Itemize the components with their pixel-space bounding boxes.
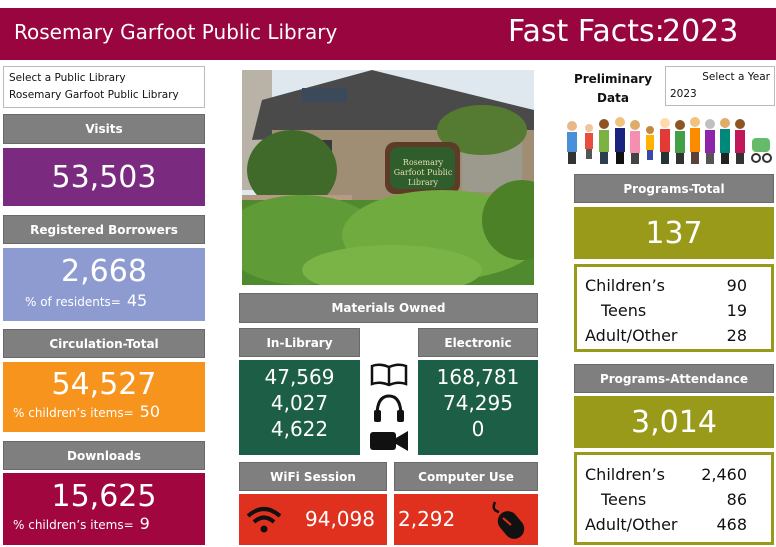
sub-label: % children’s items=	[13, 518, 134, 532]
row-value: 90	[693, 273, 771, 298]
programs-total-panel: 137	[574, 207, 774, 259]
fast-facts-label: Fast Facts:	[508, 14, 665, 49]
downloads-sub: % children’s items= 9	[13, 514, 205, 533]
people	[567, 117, 771, 164]
electronic-books: 168,781	[418, 364, 538, 390]
sub-value: 50	[140, 402, 160, 421]
row-value: 468	[693, 512, 771, 537]
electronic-video: 0	[418, 416, 538, 442]
row-label: Children’s	[585, 273, 693, 298]
visits-panel: 53,503	[3, 148, 205, 206]
sub-label: % of residents=	[25, 295, 121, 309]
programs-total-header: Programs-Total	[574, 174, 774, 203]
in-library-header: In-Library	[239, 328, 360, 357]
in-library-panel: 47,569 4,027 4,622	[239, 360, 360, 455]
filter-label: Select a Public Library	[9, 70, 199, 87]
visits-value: 53,503	[3, 160, 205, 195]
borrowers-sub: % of residents= 45	[25, 291, 205, 310]
visits-header: Visits	[3, 114, 205, 144]
header-title: Rosemary Garfoot Public Library	[14, 20, 337, 44]
row-label: Adult/Other	[585, 512, 693, 537]
sub-value: 9	[140, 514, 150, 533]
programs-total-value: 137	[574, 216, 774, 251]
sub-value: 45	[127, 291, 147, 310]
row-label: Children’s	[585, 462, 693, 487]
filter-value: Rosemary Garfoot Public Library	[9, 87, 199, 104]
dashboard: Rosemary Garfoot Public Library Fast Fac…	[0, 0, 776, 547]
programs-attendance-header: Programs-Attendance	[574, 364, 774, 393]
borrowers-header: Registered Borrowers	[3, 215, 205, 244]
photo-illustration	[242, 70, 534, 285]
row-label: Adult/Other	[585, 323, 693, 348]
programs-attendance-panel: 3,014	[574, 396, 774, 448]
library-photo: Rosemary Garfoot Public Library	[242, 70, 534, 285]
borrowers-value: 2,668	[3, 254, 205, 289]
mouse-icon	[489, 498, 535, 542]
electronic-header: Electronic	[418, 328, 538, 357]
in-library-audio: 4,027	[239, 390, 360, 416]
wifi-header: WiFi Session	[239, 462, 387, 491]
people-illustration	[562, 112, 776, 168]
row-value: 19	[698, 298, 771, 323]
circulation-value: 54,527	[3, 367, 205, 402]
wifi-panel: 94,098	[239, 494, 387, 545]
library-filter[interactable]: Select a Public Library Rosemary Garfoot…	[3, 66, 205, 108]
year-filter[interactable]: Select a Year 2023	[665, 66, 775, 106]
filter-value: 2023	[670, 86, 770, 103]
row-value: 28	[693, 323, 771, 348]
book-icon	[372, 365, 406, 385]
circulation-header: Circulation-Total	[3, 329, 205, 358]
sign-text: Rosemary Garfoot Public Library	[392, 158, 454, 188]
row-value: 86	[698, 487, 771, 512]
video-camera-icon	[370, 431, 408, 451]
downloads-header: Downloads	[3, 441, 205, 470]
filter-label: Select a Year	[670, 69, 770, 86]
row-label: Teens	[585, 298, 698, 323]
electronic-audio: 74,295	[418, 390, 538, 416]
downloads-panel: 15,625 % children’s items= 9	[3, 473, 205, 545]
circulation-panel: 54,527 % children’s items= 50	[3, 362, 205, 432]
wifi-value: 94,098	[305, 507, 375, 531]
computer-header: Computer Use	[394, 462, 538, 491]
computer-panel: 2,292	[394, 494, 538, 545]
circulation-sub: % children’s items= 50	[13, 402, 205, 421]
preliminary-note: Preliminary Data	[572, 70, 654, 108]
sub-label: % children’s items=	[13, 406, 134, 420]
row-value: 2,460	[693, 462, 771, 487]
wifi-icon	[245, 502, 283, 536]
material-icons	[362, 360, 416, 455]
in-library-video: 4,622	[239, 416, 360, 442]
materials-header: Materials Owned	[239, 293, 538, 323]
programs-attendance-value: 3,014	[574, 405, 774, 440]
in-library-books: 47,569	[239, 364, 360, 390]
downloads-value: 15,625	[3, 479, 205, 514]
header-year: 2023	[662, 14, 738, 49]
computer-value: 2,292	[398, 507, 455, 531]
electronic-panel: 168,781 74,295 0	[418, 360, 538, 455]
headphones-icon	[374, 396, 404, 422]
borrowers-panel: 2,668 % of residents= 45	[3, 248, 205, 321]
row-label: Teens	[585, 487, 698, 512]
